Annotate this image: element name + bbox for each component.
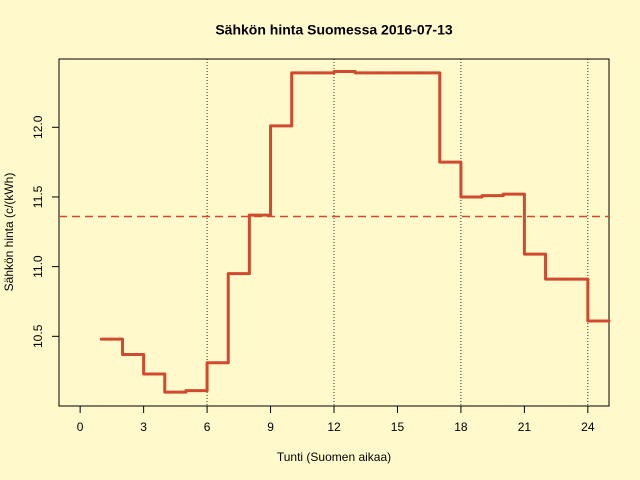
y-axis-label: Sähkön hinta (c/(kWh) <box>2 173 16 292</box>
y-tick-label: 11.5 <box>31 185 45 208</box>
x-axis-label: Tunti (Suomen aikaa) <box>277 450 391 464</box>
x-tick-label: 6 <box>204 420 211 434</box>
x-tick-label: 24 <box>581 420 595 434</box>
y-tick-label: 11.0 <box>31 255 45 278</box>
y-tick-label: 10.5 <box>31 324 45 348</box>
x-tick-label: 15 <box>391 420 405 434</box>
y-tick-label: 12.0 <box>31 115 45 139</box>
x-tick-label: 0 <box>77 420 84 434</box>
x-tick-label: 18 <box>454 420 468 434</box>
x-tick-label: 3 <box>140 420 147 434</box>
x-tick-label: 9 <box>267 420 274 434</box>
x-tick-label: 21 <box>518 420 532 434</box>
chart-title: Sähkön hinta Suomessa 2016-07-13 <box>215 22 453 38</box>
x-tick-label: 12 <box>327 420 341 434</box>
